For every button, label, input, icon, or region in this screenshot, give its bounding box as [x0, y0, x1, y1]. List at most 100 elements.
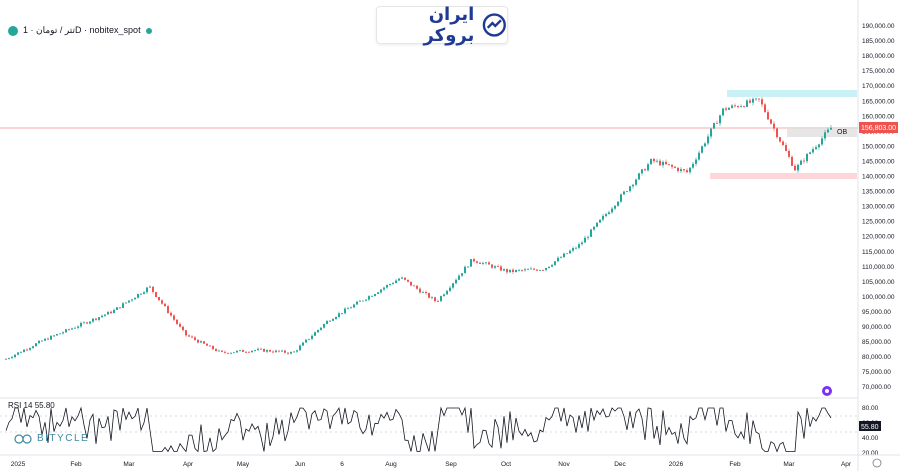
candle-body — [332, 319, 334, 321]
time-tick-label: Feb — [729, 461, 741, 468]
candle-body — [701, 146, 703, 153]
candle-body — [65, 329, 67, 333]
brand-logo[interactable]: ایران بروکر — [376, 4, 508, 46]
symbol-header[interactable]: تتر / تومان · 1D · nobitex_spot — [8, 25, 152, 36]
candle-body — [539, 270, 541, 271]
time-tick-label: Sep — [445, 461, 457, 468]
time-axis: 2025 Feb Mar Apr May Jun 6 Aug Sep Oct Nov Dec 2026 F… — [11, 461, 852, 468]
time-tick-label: Aug — [385, 461, 397, 468]
rsi-label[interactable]: RSI 14 55.80 — [8, 401, 55, 410]
candle-body — [137, 293, 139, 298]
candle-body — [788, 151, 790, 157]
candle-body — [473, 259, 475, 262]
candle-body — [524, 269, 526, 271]
candle-body — [671, 164, 673, 167]
candle-body — [734, 105, 736, 107]
candle-body — [557, 257, 559, 262]
candle-body — [356, 301, 358, 305]
rsi-name: RSI 14 — [8, 401, 33, 410]
candle-body — [410, 281, 412, 286]
candle-body — [206, 343, 208, 346]
candle-body — [455, 279, 457, 284]
candle-body — [263, 348, 265, 352]
candle-body — [29, 347, 31, 350]
candle-body — [764, 104, 766, 113]
candle-body — [122, 303, 124, 308]
candle-body — [374, 294, 376, 296]
candle-body — [554, 261, 556, 265]
candle-body — [119, 307, 121, 309]
rsi-line — [5, 406, 832, 453]
candle-body — [692, 163, 694, 168]
brand-name: ایران بروکر — [423, 4, 475, 46]
price-tick-label: 95,000.00 — [862, 309, 891, 316]
candle-body — [245, 351, 247, 353]
candle-body — [647, 164, 649, 171]
price-tick-label: 135,000.00 — [862, 189, 895, 196]
ob-zone — [787, 128, 857, 137]
candle-body — [368, 296, 370, 300]
candle-body — [371, 295, 373, 297]
candle-body — [200, 341, 202, 343]
candle-body — [41, 340, 43, 342]
rsi-value-tag — [859, 421, 881, 431]
settings-icon[interactable] — [872, 458, 882, 468]
candle-body — [338, 313, 340, 317]
candle-body — [815, 147, 817, 150]
candle-body — [821, 138, 823, 145]
candle-body — [587, 236, 589, 238]
price-tick-label: 115,000.00 — [862, 249, 894, 256]
candle-body — [830, 127, 832, 130]
candle-body — [329, 320, 331, 322]
candle-body — [485, 262, 487, 264]
price-tick-label: 165,000.00 — [862, 98, 895, 105]
candle-body — [782, 141, 784, 146]
candle-body — [314, 332, 316, 336]
candle-body — [95, 318, 97, 320]
candle-body — [146, 287, 148, 293]
candle-body — [194, 337, 196, 340]
candle-body — [77, 326, 79, 328]
candle-body — [440, 296, 442, 302]
candle-body — [38, 340, 40, 344]
time-tick-label: Apr — [841, 461, 852, 468]
candle-body — [98, 317, 100, 320]
candle-body — [359, 300, 361, 302]
candle-body — [116, 307, 118, 310]
candle-body — [800, 160, 802, 165]
candle-body — [323, 324, 325, 328]
candle-body — [431, 297, 433, 299]
price-tick-label: 150,000.00 — [862, 143, 895, 150]
candle-body — [317, 329, 319, 333]
candle-body — [284, 350, 286, 353]
candle-body — [419, 288, 421, 293]
demand-zone — [710, 173, 857, 179]
candle-body — [500, 266, 502, 271]
candle-body — [680, 169, 682, 172]
candle-body — [74, 327, 76, 329]
candle-body — [128, 300, 130, 303]
candle-body — [635, 179, 637, 185]
candle-body — [239, 350, 241, 351]
candle-body — [131, 299, 133, 301]
price-tick-label: 175,000.00 — [862, 68, 895, 75]
candle-body — [566, 253, 568, 255]
candle-body — [803, 160, 805, 162]
candle-body — [53, 335, 55, 337]
candle-body — [134, 297, 136, 300]
candle-body — [572, 248, 574, 251]
candle-body — [695, 159, 697, 164]
candle-body — [569, 250, 571, 254]
price-tick-label: 190,000.00 — [862, 23, 895, 30]
candle-body — [176, 319, 178, 324]
candle-body — [143, 292, 145, 294]
candle-body — [806, 153, 808, 162]
candle-body — [722, 108, 724, 116]
candle-body — [785, 145, 787, 152]
time-tick-label: Oct — [501, 461, 511, 468]
candle-body — [104, 314, 106, 316]
candle-body — [464, 266, 466, 274]
candle-body — [677, 167, 679, 172]
candle-body — [527, 269, 529, 271]
